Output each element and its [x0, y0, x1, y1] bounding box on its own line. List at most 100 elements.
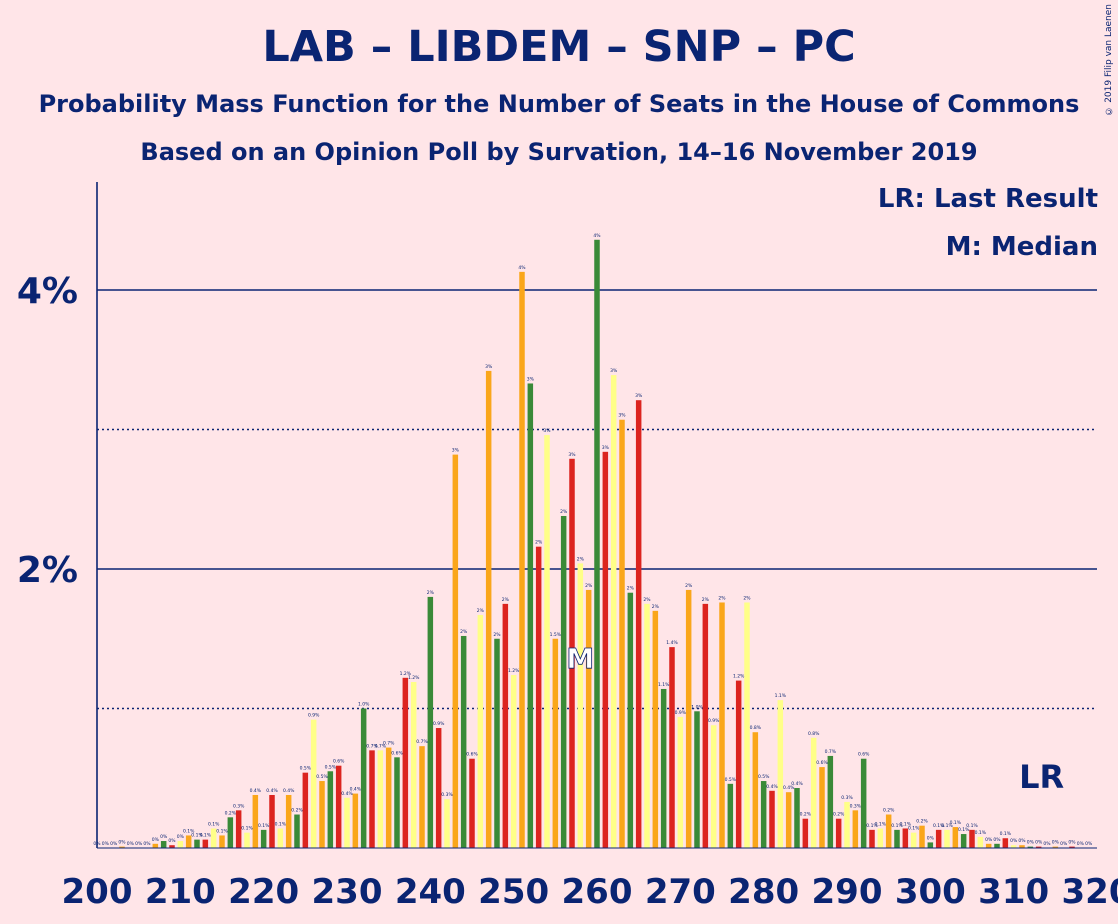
bar-seat-229: [335, 765, 342, 848]
bar-value-label: 0%: [927, 835, 935, 841]
bar-seat-271: [685, 589, 692, 848]
bar-value-label: 3%: [602, 445, 610, 451]
bar-value-label: 0.4%: [783, 785, 795, 791]
bar-seat-246: [477, 615, 484, 848]
bar-seat-234: [377, 750, 384, 848]
bar-seat-279: [752, 732, 759, 848]
bar-value-label: 0.9%: [708, 718, 720, 724]
bar-value-label: 2%: [643, 597, 651, 603]
bar-value-label: 0.5%: [300, 766, 312, 772]
bar-value-label: 0%: [1060, 841, 1068, 847]
bar-seat-247: [485, 370, 492, 848]
bar-seat-255: [552, 638, 559, 848]
bar-value-label: 2%: [477, 608, 485, 614]
bar-value-label: 0.1%: [208, 821, 220, 827]
bar-value-label: 3%: [635, 393, 643, 399]
bar-seat-213: [202, 839, 209, 848]
bar-value-label: 0.1%: [908, 826, 920, 832]
bar-seat-232: [360, 708, 367, 848]
x-tick-label: 320: [1062, 872, 1118, 912]
bar-seat-298: [910, 832, 917, 848]
bar-seat-227: [319, 781, 325, 848]
bar-value-label: 0%: [160, 834, 168, 840]
bar-seat-210: [177, 841, 184, 848]
bar-seat-220: [260, 829, 267, 848]
bar-seat-315: [1052, 846, 1059, 848]
bar-value-label: 0%: [127, 841, 135, 847]
bar-value-label: 0.2%: [800, 812, 812, 818]
bar-value-label: 3%: [452, 448, 460, 454]
bar-seat-295: [885, 814, 892, 848]
bar-value-label: 0.1%: [900, 821, 912, 827]
bar-seat-268: [660, 688, 667, 848]
bar-seat-272: [694, 711, 700, 848]
bar-value-label: 2%: [427, 590, 435, 596]
bar-value-label: 0.1%: [950, 820, 962, 826]
bar-value-label: 0.3%: [850, 803, 862, 809]
bar-seat-248: [494, 638, 500, 848]
bar-seat-305: [969, 829, 975, 848]
bar-value-label: 0%: [993, 837, 1001, 843]
bar-seat-266: [644, 603, 650, 848]
x-tick-label: 210: [145, 872, 216, 912]
bar-seat-216: [227, 817, 234, 848]
bar-value-label: 0.1%: [975, 830, 987, 836]
bar-seat-308: [994, 843, 1000, 848]
bar-value-label: 0%: [110, 841, 118, 847]
bar-value-label: 1.5%: [550, 632, 562, 638]
bar-seat-242: [444, 799, 450, 848]
bar-seat-300: [927, 842, 934, 848]
bar-seat-225: [302, 772, 309, 848]
bar-value-label: 0.4%: [266, 788, 278, 794]
bar-seat-297: [902, 828, 909, 848]
bar-value-label: 2%: [718, 595, 726, 601]
bar-value-label: 2%: [627, 586, 635, 592]
x-tick-label: 270: [645, 872, 716, 912]
bar-value-label: 3%: [527, 376, 535, 382]
bar-value-label: 0%: [102, 841, 110, 847]
bar-seat-291: [852, 810, 859, 848]
bar-value-label: 0.1%: [875, 821, 887, 827]
bar-value-label: 0.1%: [216, 828, 228, 834]
bar-value-label: 1.0%: [358, 702, 370, 708]
y-tick-label: 4%: [17, 271, 78, 312]
bar-value-label: 0.5%: [758, 774, 770, 780]
bar-seat-251: [519, 271, 525, 848]
bar-seat-231: [352, 793, 359, 848]
bar-value-label: 0%: [1068, 840, 1076, 846]
bar-seat-309: [1002, 838, 1009, 848]
bar-value-label: 0.1%: [200, 833, 212, 839]
y-tick-label: 2%: [17, 550, 78, 591]
x-tick-label: 200: [62, 872, 133, 912]
bar-seat-269: [669, 647, 675, 848]
bar-value-label: 1.2%: [508, 668, 520, 674]
bar-value-label: 2%: [702, 597, 710, 603]
bar-seat-260: [594, 239, 600, 848]
bar-seat-294: [877, 828, 884, 848]
bar-value-label: 0.4%: [250, 788, 262, 794]
x-tick-label: 230: [312, 872, 383, 912]
bar-value-label: 1.4%: [666, 640, 678, 646]
bar-value-label: 0.6%: [466, 752, 478, 758]
bar-value-label: 3%: [618, 413, 626, 419]
legend-median: M: Median: [945, 232, 1098, 262]
bar-seat-296: [894, 829, 900, 848]
bar-value-label: 2%: [743, 595, 751, 601]
bar-seat-261: [602, 451, 609, 848]
bar-value-label: 0.5%: [725, 777, 737, 783]
bar-seat-223: [285, 794, 292, 848]
bar-value-label: 0.9%: [675, 710, 687, 716]
bar-value-label: 2%: [685, 583, 693, 589]
bar-seat-263: [619, 419, 625, 848]
bar-seat-253: [535, 546, 542, 848]
bar-seat-283: [785, 792, 792, 848]
bar-seat-288: [827, 755, 834, 848]
bar-seat-304: [960, 834, 967, 848]
bar-seat-293: [869, 829, 875, 848]
bar-value-label: 0%: [168, 838, 176, 844]
bar-value-label: 0.9%: [433, 721, 445, 727]
bar-value-label: 0.4%: [766, 784, 778, 790]
bar-value-label: 1.0%: [691, 704, 703, 710]
bar-value-label: 0.7%: [825, 749, 837, 755]
bar-seat-212: [194, 839, 200, 848]
